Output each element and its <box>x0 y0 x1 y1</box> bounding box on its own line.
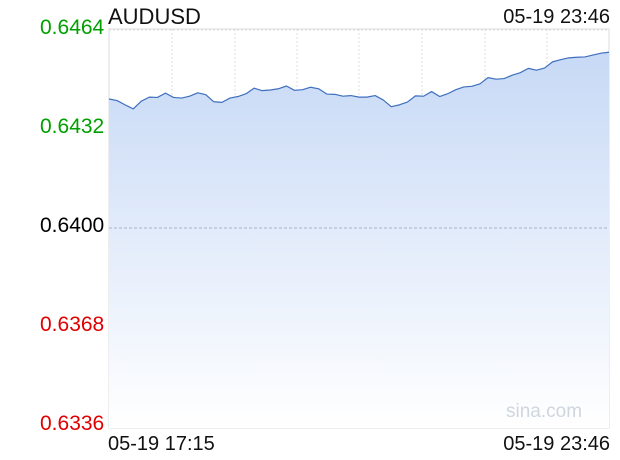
watermark: sina.com <box>506 401 583 422</box>
x-label-end: 05-19 23:46 <box>503 433 610 455</box>
x-label-start: 05-19 17:15 <box>108 433 215 455</box>
chart-timestamp: 05-19 23:46 <box>503 6 610 28</box>
y-tick-label: 0.6464 <box>40 16 105 39</box>
y-tick-label: 0.6432 <box>40 115 105 138</box>
y-tick-label: 0.6368 <box>40 313 105 336</box>
y-tick-label: 0.6336 <box>40 412 105 435</box>
chart-title: AUDUSD <box>108 4 201 29</box>
price-area <box>109 52 609 429</box>
price-line <box>108 51 610 110</box>
y-tick-label: 0.6400 <box>40 214 105 237</box>
